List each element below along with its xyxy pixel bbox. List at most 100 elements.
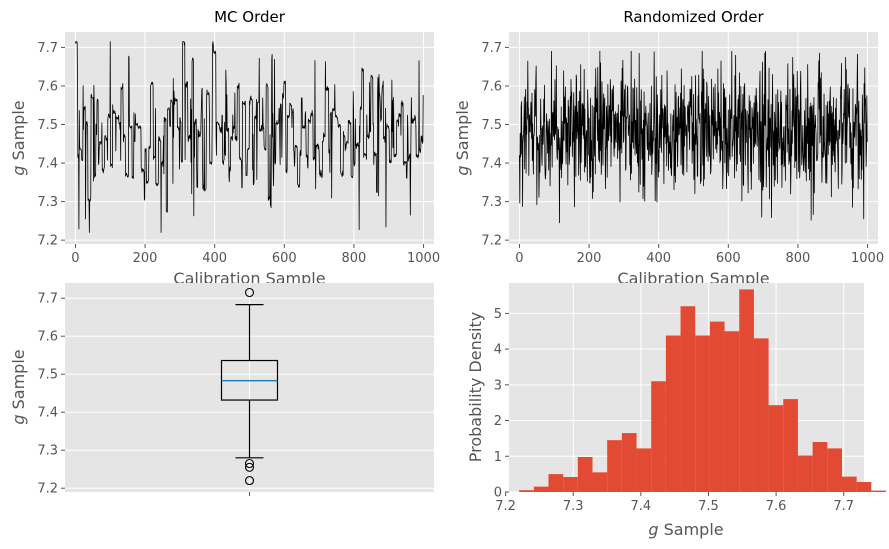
y-axis-label: g Sample [453, 100, 472, 175]
y-axis-label-var: g [9, 414, 28, 424]
histogram-bar [812, 441, 828, 492]
histogram-panel: 0 1 2 3 4 5 7.2 7.3 7.4 7.5 7.6 7.7 Probability Den… [466, 283, 886, 539]
x-tick-label: 7.5 [698, 499, 719, 514]
y-tick-label: 7.7 [481, 41, 502, 56]
y-axis-label-var: g [9, 165, 28, 175]
y-tick-label: 7.6 [37, 79, 58, 94]
histogram-bars [519, 289, 886, 492]
histogram-bar [695, 335, 710, 492]
histogram-bar [548, 474, 564, 492]
histogram-bar [607, 440, 622, 492]
panel-title: Randomized Order [623, 8, 764, 26]
y-tick-label: 7.4 [481, 157, 502, 172]
histogram-bar [709, 321, 725, 492]
y-axis-label-rest: Sample [9, 100, 28, 165]
x-axis-label: g Sample [648, 520, 723, 539]
tick-labels: 7.2 7.3 7.4 7.5 7.6 7.7 0 200 400 600 800 1000 [37, 41, 440, 266]
boxplot-panel: 7.2 7.3 7.4 7.5 7.6 7.7 g Sample [9, 283, 434, 497]
y-axis-label-rest: Sample [453, 100, 472, 165]
randomized-order-panel: 7.2 7.3 7.4 7.5 7.6 7.7 0 200 400 600 800 1000 Rand… [453, 8, 884, 288]
y-axis-label: g Sample [9, 349, 28, 424]
y-tick-label: 5 [494, 307, 502, 322]
x-tick-label: 0 [71, 251, 79, 266]
y-tick-label: 7.2 [37, 234, 58, 249]
histogram-bar [533, 486, 549, 492]
y-tick-label: 7.2 [481, 234, 502, 249]
x-tick-label: 400 [202, 251, 227, 266]
histogram-bar [841, 476, 857, 492]
x-tick-label: 7.2 [495, 499, 516, 514]
histogram-bar [577, 456, 593, 492]
outlier-point [244, 462, 255, 472]
y-tick-label: 7.2 [37, 482, 58, 497]
histogram-bar [827, 448, 842, 492]
histogram-bar [753, 338, 769, 492]
x-axis-label-rest: Sample [659, 520, 724, 539]
y-axis-label-rest: Sample [9, 349, 28, 414]
y-tick-label: 7.4 [37, 157, 58, 172]
x-axis-label-var: g [648, 520, 658, 539]
outlier-point [244, 287, 255, 298]
y-axis-label: g Sample [9, 100, 28, 175]
outlier-point [244, 476, 255, 486]
y-tick-label: 0 [494, 486, 502, 501]
y-tick-label: 7.6 [37, 330, 58, 345]
tick-labels: 7.2 7.3 7.4 7.5 7.6 7.7 [37, 292, 250, 497]
trace-line [75, 41, 424, 233]
histogram-bar [519, 490, 534, 492]
panel-title: MC Order [214, 8, 286, 26]
histogram-bar [651, 381, 666, 492]
y-tick-label: 2 [494, 414, 502, 429]
y-tick-label: 7.5 [481, 118, 502, 133]
histogram-bar [783, 399, 798, 492]
y-tick-label: 7.7 [37, 41, 58, 56]
histogram-bar [680, 306, 696, 492]
y-tick-label: 3 [494, 378, 502, 393]
x-tick-label: 400 [646, 251, 671, 266]
histogram-bar [797, 455, 813, 492]
y-tick-label: 4 [494, 343, 502, 358]
x-tick-label: 0 [515, 251, 523, 266]
tick-labels: 7.2 7.3 7.4 7.5 7.6 7.7 0 200 400 600 800 1000 [481, 41, 884, 266]
x-tick-label: 600 [272, 251, 297, 266]
trace-series [519, 50, 868, 224]
y-tick-label: 7.3 [37, 195, 58, 210]
histogram-bar [724, 331, 740, 492]
histogram-bar [621, 433, 637, 492]
y-tick-label: 7.5 [37, 118, 58, 133]
histogram-bar [871, 490, 886, 492]
y-tick-label: 1 [494, 450, 502, 465]
x-tick-label: 7.7 [833, 499, 854, 514]
x-tick-label: 7.3 [563, 499, 584, 514]
y-tick-label: 7.3 [37, 444, 58, 459]
y-tick-label: 7.4 [37, 406, 58, 421]
x-tick-label: 1000 [407, 251, 440, 266]
trace-line [519, 50, 868, 224]
tick-labels: 0 1 2 3 4 5 7.2 7.3 7.4 7.5 7.6 7.7 [494, 307, 854, 514]
histogram-bar [739, 289, 754, 492]
x-tick-label: 7.4 [631, 499, 652, 514]
trace-series [75, 41, 424, 233]
y-tick-label: 7.3 [481, 195, 502, 210]
histogram-bar [665, 335, 681, 492]
histogram-bar [636, 448, 652, 492]
x-tick-label: 600 [716, 251, 741, 266]
x-tick-label: 800 [342, 251, 367, 266]
histogram-bar [592, 472, 608, 492]
outlier-point [244, 458, 255, 469]
x-tick-label: 1000 [851, 251, 884, 266]
y-tick-label: 7.5 [37, 368, 58, 383]
histogram-bar [856, 481, 872, 492]
box-series [220, 287, 279, 486]
x-tick-label: 200 [577, 251, 602, 266]
x-tick-label: 7.6 [766, 499, 787, 514]
histogram-bar [563, 476, 578, 492]
y-axis-label-var: g [453, 165, 472, 175]
x-tick-label: 200 [133, 251, 158, 266]
x-tick-label: 800 [786, 251, 811, 266]
mc-order-panel: 7.2 7.3 7.4 7.5 7.6 7.7 0 200 400 600 800 1000 MC O… [9, 8, 440, 288]
y-axis-label: Probability Density [466, 312, 485, 463]
histogram-bar [768, 405, 784, 492]
y-tick-label: 7.7 [37, 292, 58, 307]
